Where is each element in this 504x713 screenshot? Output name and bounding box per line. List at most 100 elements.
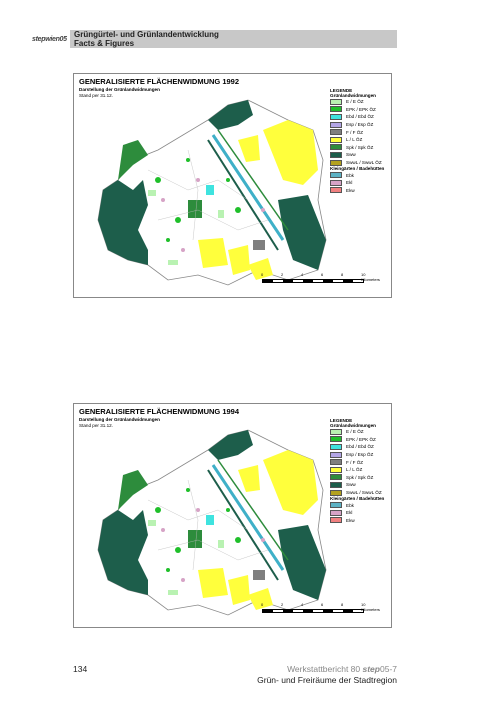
scale-label: 2 [281,602,284,607]
legend-item: SwwL / SwwL ÖZ [330,489,392,497]
map-title: GENERALISIERTE FLÄCHENWIDMUNG 1994 [79,407,240,416]
legend-swatch [330,451,342,458]
legend-swatch [330,474,342,481]
legend-swatch [330,144,342,151]
legend-item: L / L ÖZ [330,136,392,144]
map-panel: GENERALISIERTE FLÄCHENWIDMUNG 1994 Darste… [73,403,392,628]
legend-label: E / E ÖZ [346,429,364,435]
legend-label: F / F ÖZ [346,459,364,465]
scale-label: 6 [321,272,324,277]
legend-label: L / L ÖZ [346,467,363,473]
scale-label: 0 [261,272,264,277]
legend-label: SwwL / SwwL ÖZ [346,160,382,166]
legend-heading: LEGENDE [330,88,353,93]
legend-swatch [330,517,342,524]
legend-heading: LEGENDE [330,418,353,423]
legend-swatch [330,172,342,179]
legend-label: Spk / Spk ÖZ [346,144,374,150]
legend-item: EPK / EPK ÖZ [330,106,392,114]
legend-label: E / E ÖZ [346,99,364,105]
legend-item: Ekl [330,509,392,517]
scale-label: 8 [341,602,344,607]
legend-item: Ekw [330,517,392,525]
legend-swatch [330,459,342,466]
footer-subtitle: Grün- und Freiräume der Stadtregion [257,675,397,685]
map-date: Stand per 31.12. [79,93,113,98]
legend-label: Esp / Esp ÖZ [346,122,374,128]
scale-line [262,279,364,283]
legend-label: EPK / EPK ÖZ [346,436,376,442]
legend-swatch [330,106,342,113]
legend-label: Ebk [346,172,354,178]
legend-label: Esp / Esp ÖZ [346,452,374,458]
legend: LEGENDE Grünlandwidmungen E / E ÖZ EPK / EP… [330,88,392,194]
legend-swatch [330,129,342,136]
legend-swatch [330,443,342,450]
legend-label: F / F ÖZ [346,129,364,135]
legend-swatch [330,489,342,496]
logo: stepwien05 [32,36,67,43]
header-title: Grüngürtel- und Grünlandentwicklung [74,30,219,39]
scale-label: 10 Kilometers [361,602,380,612]
legend-label: Ekl [346,180,353,186]
legend-item: Ebk [330,501,392,509]
legend-item: Sww [330,481,392,489]
legend-item: Ebk [330,171,392,179]
legend-item: Spk / Spk ÖZ [330,144,392,152]
legend-group: Kleingärten / Badehütten [330,496,385,502]
legend-item: E / E ÖZ [330,428,392,436]
legend-swatch [330,187,342,194]
scale-label: 8 [341,272,344,277]
legend-item: Ebd / Ebd ÖZ [330,113,392,121]
legend-item: EPK / EPK ÖZ [330,436,392,444]
legend-label: Ekl [346,510,353,516]
map-subtitle: Darstellung der Grünlandwidmungen [79,417,160,422]
legend-item: Spk / Spk ÖZ [330,474,392,482]
legend-item: E / E ÖZ [330,98,392,106]
legend-item: L / L ÖZ [330,466,392,474]
scale-label: 4 [301,602,304,607]
legend-swatch [330,502,342,509]
map-subtitle: Darstellung der Grünlandwidmungen [79,87,160,92]
legend-item: Sww [330,151,392,159]
map-image [88,90,328,290]
map-image [88,420,328,620]
legend-label: SwwL / SwwL ÖZ [346,490,382,496]
legend-label: EPK / EPK ÖZ [346,106,376,112]
legend-swatch [330,509,342,516]
legend-item: F / F ÖZ [330,458,392,466]
legend-swatch [330,436,342,443]
legend-label: Ekw [346,517,355,523]
legend-label: Ekw [346,187,355,193]
legend-swatch [330,481,342,488]
legend-group: Grünlandwidmungen [330,93,376,98]
legend-item: Ekl [330,179,392,187]
legend-swatch [330,136,342,143]
scale-bar: 0 2 4 6 8 10 Kilometers [261,272,382,292]
series-no: 05-7 [379,664,397,674]
scale-label: 2 [281,272,284,277]
map-title: GENERALISIERTE FLÄCHENWIDMUNG 1992 [79,77,240,86]
scale-label: 10 Kilometers [361,272,380,282]
legend-label: Spk / Spk ÖZ [346,474,374,480]
scale-line [262,609,364,613]
legend-item: Ebd / Ebd ÖZ [330,443,392,451]
legend-item: Ekw [330,187,392,195]
header-subtitle: Facts & Figures [74,39,135,48]
legend-group: Grünlandwidmungen [330,423,376,428]
legend-item: F / F ÖZ [330,128,392,136]
legend-label: Sww [346,482,356,488]
legend-item: SwwL / SwwL ÖZ [330,159,392,167]
scale-bar: 0 2 4 6 8 10 Kilometers [261,602,382,622]
map-panel: GENERALISIERTE FLÄCHENWIDMUNG 1992 Darste… [73,73,392,298]
legend-swatch [330,121,342,128]
legend-swatch [330,179,342,186]
scale-label: 4 [301,272,304,277]
legend: LEGENDE Grünlandwidmungen E / E ÖZ EPK / EP… [330,418,392,524]
legend-label: Sww [346,152,356,158]
legend-label: Ebd / Ebd ÖZ [346,114,374,120]
legend-swatch [330,151,342,158]
legend-label: Ebd / Ebd ÖZ [346,444,374,450]
map-date: Stand per 31.12. [79,423,113,428]
legend-swatch [330,428,342,435]
